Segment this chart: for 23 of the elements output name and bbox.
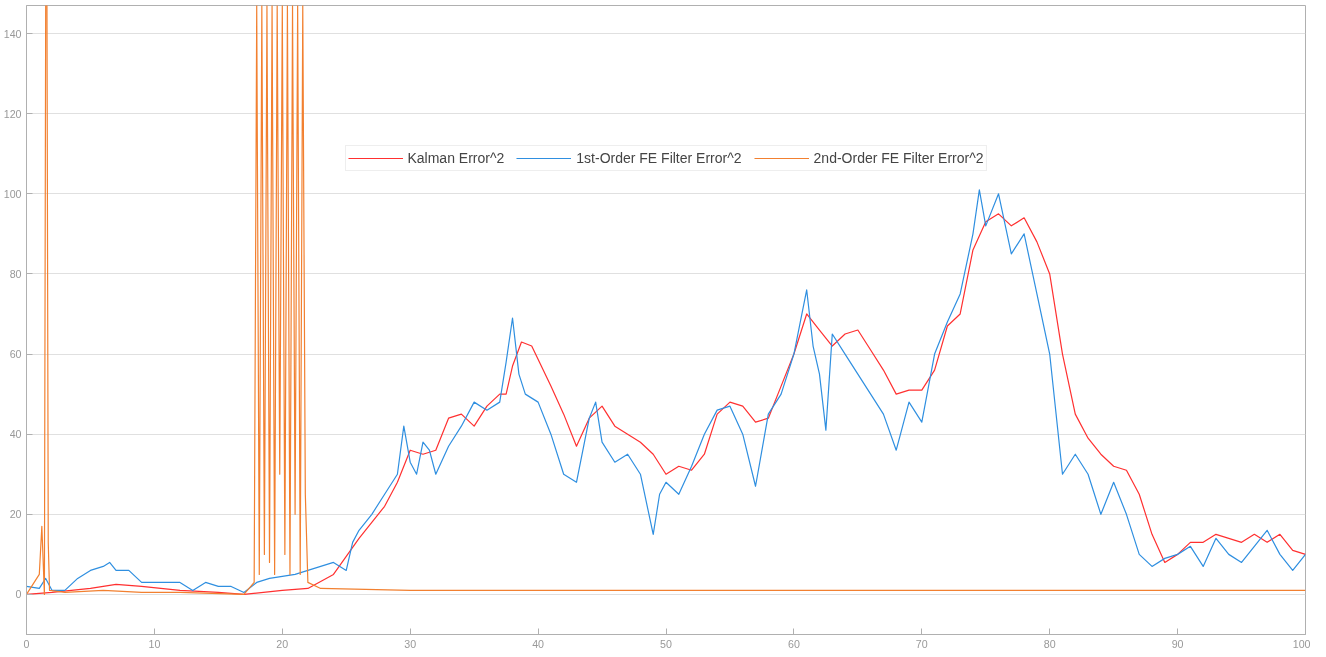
y-tick-label: 0 [15,588,22,601]
legend-label: 1st-Order FE Filter Error^2 [576,150,742,166]
y-tick-label: 140 [3,27,22,40]
legend-label: 2nd-Order FE Filter Error^2 [813,150,984,166]
x-tick-label: 90 [1171,637,1184,650]
x-tick-label: 60 [787,637,800,650]
y-tick-label: 60 [9,348,22,361]
y-tick-label: 100 [3,187,22,200]
x-tick-label: 100 [1292,637,1311,650]
x-tick-label: 80 [1043,637,1056,650]
x-tick-label: 70 [915,637,928,650]
x-tick-label: 40 [532,637,545,650]
x-tick-label: 0 [23,637,30,650]
y-tick-label: 80 [9,267,22,280]
y-tick-label: 120 [3,107,22,120]
line-series [26,5,1306,596]
y-tick-label: 20 [9,508,22,521]
y-tick-label: 40 [9,428,22,441]
x-tick-label: 30 [404,637,417,650]
x-tick-label: 10 [148,637,161,650]
x-tick-label: 20 [276,637,289,650]
x-tick-label: 50 [660,637,672,650]
legend-label: Kalman Error^2 [407,150,505,166]
